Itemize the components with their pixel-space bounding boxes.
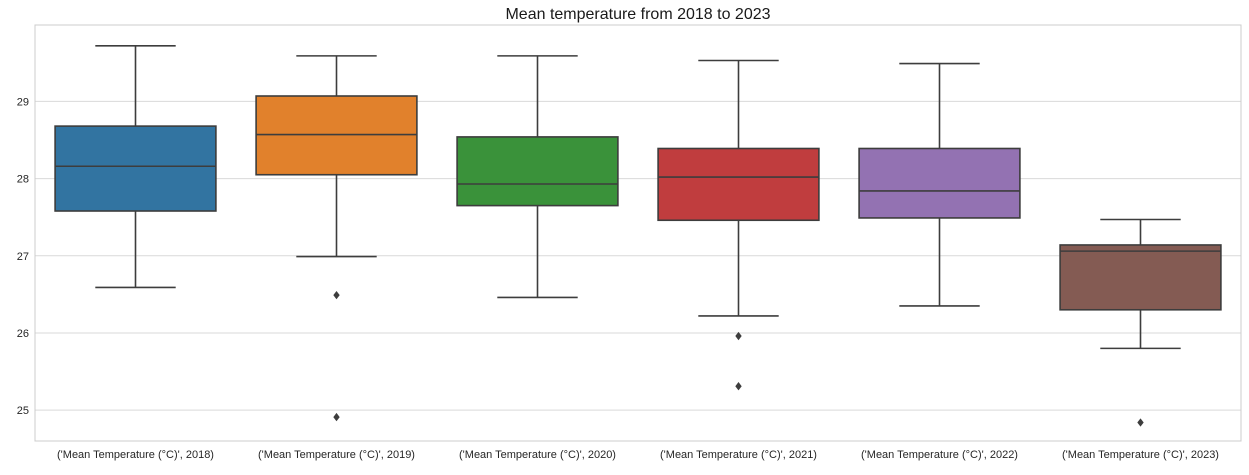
- chart-title: Mean temperature from 2018 to 2023: [505, 6, 770, 23]
- box-iqr: [456, 136, 619, 207]
- x-tick-label: ('Mean Temperature (°C)', 2023): [1062, 449, 1219, 461]
- outlier-point: [333, 412, 340, 422]
- box-iqr: [858, 147, 1021, 219]
- outlier-point: [735, 331, 742, 341]
- outlier-point: [1137, 418, 1144, 427]
- box-iqr: [1059, 244, 1222, 311]
- y-tick-label: 28: [17, 174, 29, 186]
- y-tick-label: 27: [17, 251, 29, 263]
- x-tick-label: ('Mean Temperature (°C)', 2022): [861, 449, 1018, 461]
- outlier-point: [735, 382, 742, 391]
- x-tick-label: ('Mean Temperature (°C)', 2021): [660, 449, 817, 461]
- box-group: [657, 59, 820, 391]
- y-tick-label: 29: [17, 96, 29, 108]
- y-tick-labels: 25 26 27 28 29: [17, 96, 29, 417]
- boxes-layer: [54, 45, 1222, 427]
- plot-area: [35, 25, 1241, 441]
- box-group: [54, 45, 217, 289]
- x-tick-label: ('Mean Temperature (°C)', 2018): [57, 449, 214, 461]
- box-group: [456, 55, 619, 299]
- box-group: [255, 55, 418, 422]
- box-group: [858, 62, 1021, 307]
- plot-frame: [34, 24, 1242, 442]
- x-tick-label: ('Mean Temperature (°C)', 2020): [459, 449, 616, 461]
- y-tick-label: 25: [17, 405, 29, 417]
- x-tick-label: ('Mean Temperature (°C)', 2019): [258, 449, 415, 461]
- outlier-point: [333, 290, 340, 300]
- x-tick-labels: ('Mean Temperature (°C)', 2018) ('Mean Te…: [57, 449, 1219, 461]
- y-tick-label: 26: [17, 328, 29, 340]
- gridlines: [35, 100, 1241, 411]
- box-iqr: [54, 125, 217, 212]
- box-group: [1059, 218, 1222, 427]
- box-iqr: [657, 147, 820, 222]
